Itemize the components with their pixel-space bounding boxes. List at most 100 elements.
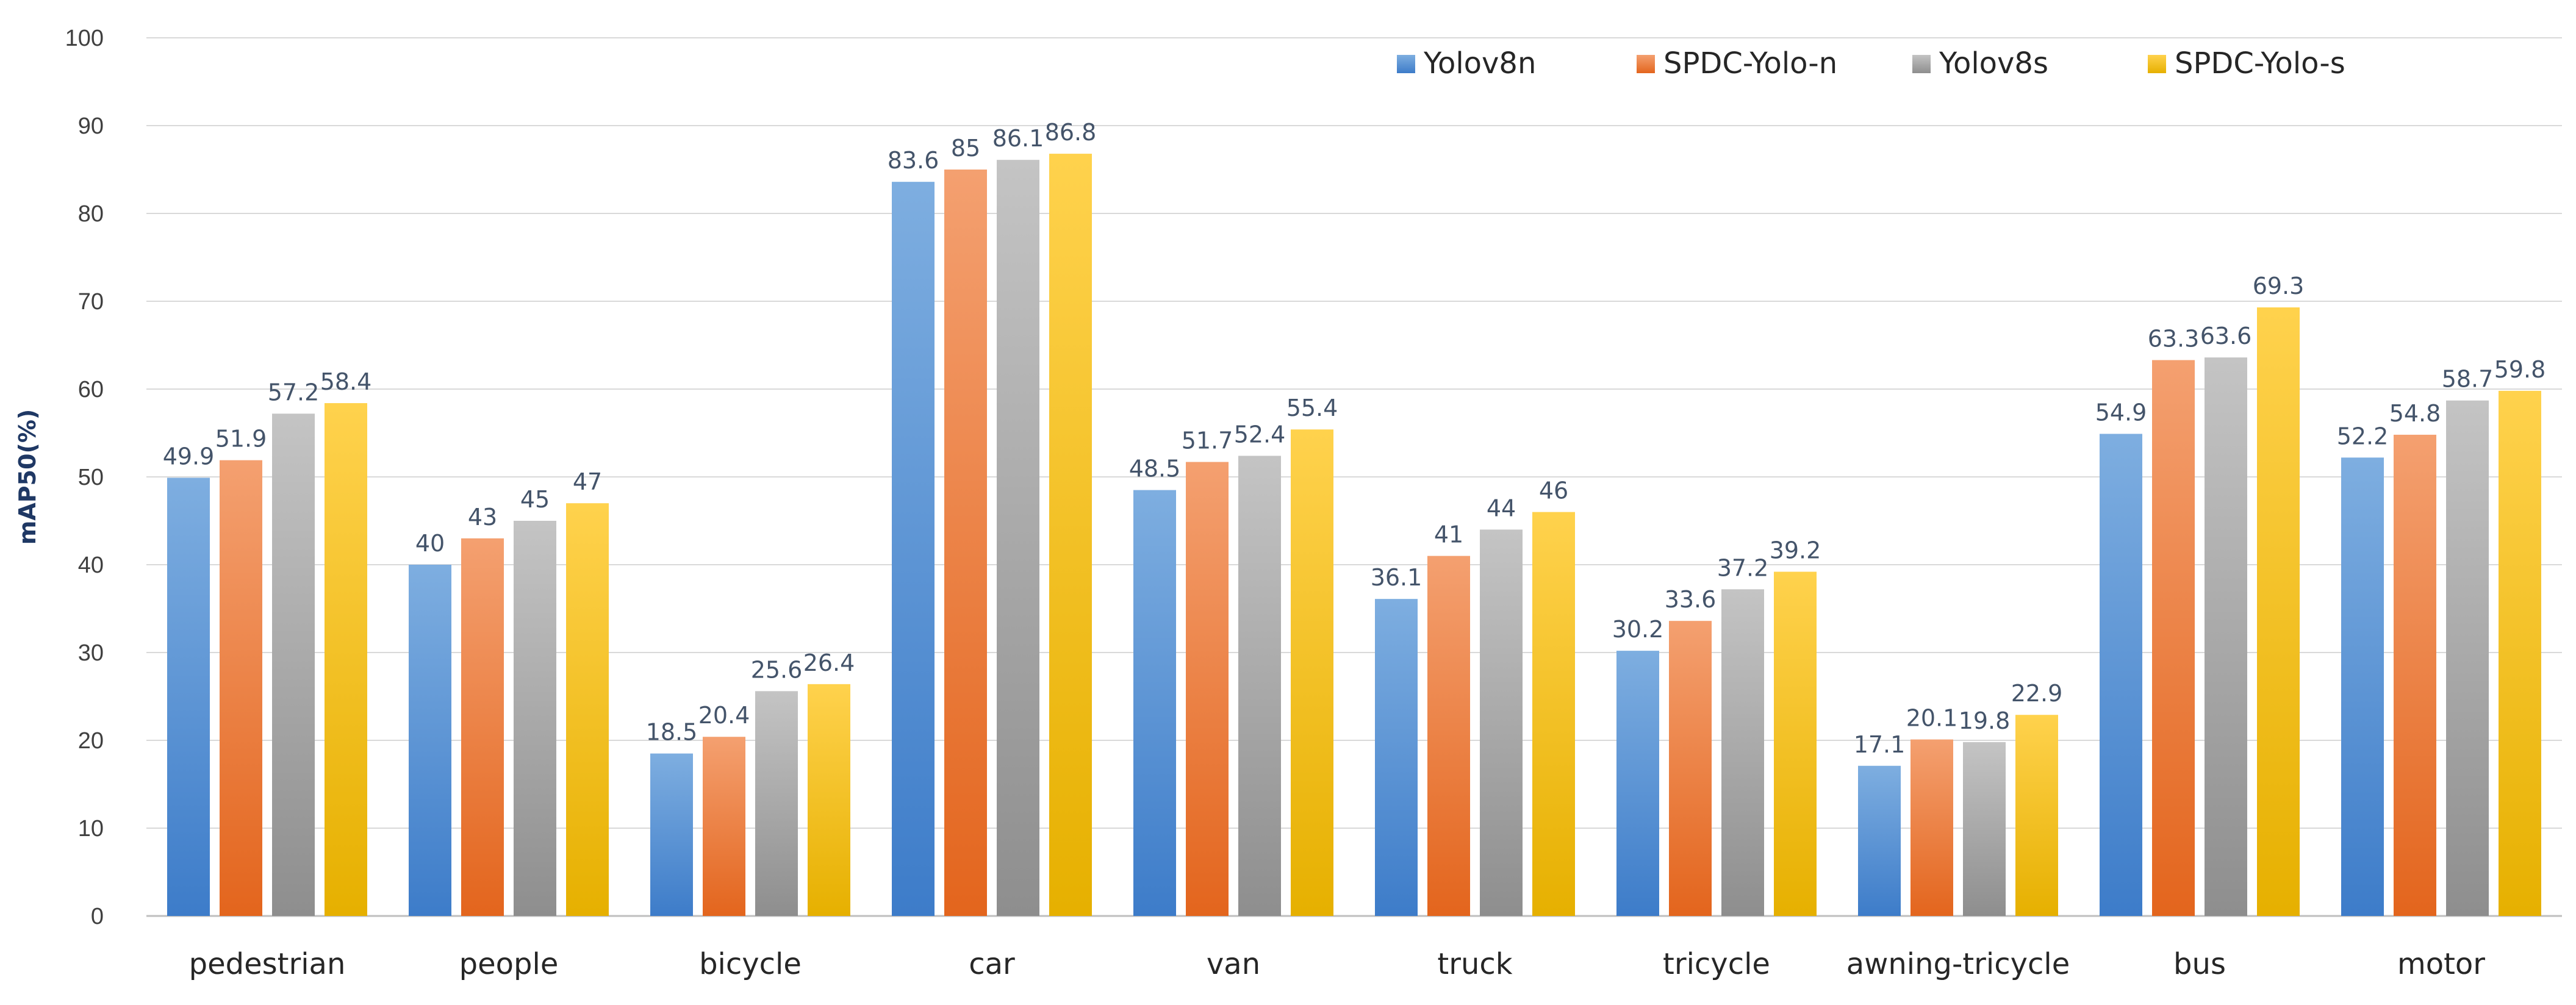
gridlines — [146, 37, 2562, 917]
legend-label: SPDC-Yolo-n — [1663, 46, 1837, 80]
bar-spdc-yolo-n-people — [461, 538, 504, 916]
bar-spdc-yolo-s-bus — [2257, 307, 2300, 917]
data-label: 39.2 — [1770, 537, 1821, 564]
data-label: 59.8 — [2494, 356, 2546, 383]
legend-swatch — [1637, 55, 1655, 73]
data-label: 51.9 — [215, 426, 267, 452]
data-label: 22.9 — [2011, 680, 2063, 707]
bar-yolov8n-van — [1133, 490, 1176, 916]
legend-item: SPDC-Yolo-s — [2148, 46, 2345, 80]
data-label: 54.8 — [2389, 400, 2441, 427]
x-category-label: awning-tricycle — [1846, 947, 2070, 981]
bar-spdc-yolo-s-pedestrian — [325, 403, 367, 916]
bar-spdc-yolo-n-awning-tricycle — [1910, 739, 1953, 916]
data-label: 49.9 — [163, 443, 215, 470]
x-category-label: tricycle — [1663, 947, 1770, 981]
data-label: 52.2 — [2337, 423, 2389, 449]
bar-yolov8n-people — [409, 565, 451, 916]
x-category-label: motor — [2397, 947, 2485, 981]
data-label: 58.7 — [2442, 366, 2494, 393]
data-label: 37.2 — [1717, 554, 1769, 581]
x-category-label: bicycle — [699, 947, 802, 981]
data-label: 25.6 — [751, 656, 803, 683]
data-label: 63.3 — [2148, 325, 2200, 352]
legend: Yolov8n SPDC-Yolo-n Yolov8s SPDC-Yolo-s — [1397, 46, 2345, 80]
bars — [167, 154, 2541, 917]
y-tick-label: 50 — [78, 465, 104, 490]
bar-spdc-yolo-n-car — [944, 170, 987, 916]
bar-yolov8n-awning-tricycle — [1858, 765, 1901, 916]
y-tick-label: 90 — [78, 113, 104, 139]
bar-spdc-yolo-s-car — [1049, 154, 1092, 917]
x-category-label: truck — [1437, 947, 1512, 981]
bar-yolov8s-motor — [2446, 400, 2489, 916]
legend-item: Yolov8s — [1912, 46, 2048, 80]
x-category-label: people — [459, 947, 559, 981]
data-label: 17.1 — [1854, 731, 1906, 758]
data-label: 57.2 — [268, 379, 320, 406]
bar-spdc-yolo-s-bicycle — [808, 684, 850, 916]
data-label: 40 — [415, 530, 445, 557]
data-labels: 49.951.957.2 58.4 40 43 45 47 18.520.425.6 26.4… — [163, 119, 2546, 758]
y-axis-title: mAP50(%) — [14, 409, 41, 545]
bar-yolov8n-motor — [2341, 457, 2384, 916]
bar-spdc-yolo-s-tricycle — [1774, 571, 1817, 916]
bar-spdc-yolo-s-van — [1291, 429, 1333, 916]
legend-swatch — [1912, 55, 1931, 73]
bar-yolov8s-car — [997, 160, 1039, 916]
bar-spdc-yolo-s-awning-tricycle — [2015, 715, 2058, 916]
data-label: 69.3 — [2253, 273, 2305, 299]
y-tick-label: 0 — [91, 904, 104, 929]
bar-spdc-yolo-n-van — [1186, 462, 1229, 916]
bar-yolov8s-truck — [1480, 529, 1523, 916]
y-tick-label: 10 — [78, 816, 104, 842]
bar-yolov8s-people — [514, 521, 556, 916]
data-label: 44 — [1487, 495, 1516, 521]
legend-label: SPDC-Yolo-s — [2175, 46, 2345, 80]
bar-spdc-yolo-n-bicycle — [703, 737, 745, 916]
bar-yolov8n-truck — [1375, 599, 1418, 916]
bar-spdc-yolo-n-motor — [2394, 434, 2436, 916]
data-label: 58.4 — [320, 368, 372, 395]
y-tick-label: 100 — [65, 26, 104, 51]
data-label: 18.5 — [646, 719, 698, 746]
bar-spdc-yolo-s-truck — [1532, 512, 1575, 916]
data-label: 36.1 — [1371, 564, 1423, 591]
data-label: 46 — [1539, 477, 1568, 504]
data-label: 86.1 — [992, 125, 1044, 152]
legend-label: Yolov8n — [1423, 46, 1536, 80]
y-axis-ticks: 0 10 20 30 40 50 60 70 80 90 100 — [65, 26, 104, 929]
x-category-label: bus — [2173, 947, 2226, 981]
data-label: 52.4 — [1234, 421, 1286, 448]
data-label: 45 — [520, 486, 550, 513]
data-label: 43 — [468, 504, 497, 531]
bar-yolov8n-car — [892, 182, 935, 916]
y-tick-label: 80 — [78, 201, 104, 227]
data-label: 51.7 — [1182, 427, 1233, 454]
data-label: 20.1 — [1906, 705, 1958, 732]
data-label: 33.6 — [1665, 586, 1717, 613]
bar-yolov8s-awning-tricycle — [1963, 742, 2006, 916]
bar-spdc-yolo-s-people — [566, 503, 609, 916]
x-category-label: car — [969, 947, 1015, 981]
data-label: 47 — [573, 468, 602, 495]
bar-yolov8s-tricycle — [1721, 589, 1764, 916]
y-tick-label: 60 — [78, 377, 104, 402]
bar-spdc-yolo-n-bus — [2152, 360, 2195, 916]
data-label: 19.8 — [1959, 707, 2011, 734]
x-axis-category-labels: pedestrian people bicycle car van truck tricyc… — [189, 947, 2486, 981]
bar-yolov8s-bus — [2205, 357, 2247, 916]
y-tick-label: 70 — [78, 289, 104, 315]
legend-swatch — [2148, 55, 2166, 73]
bar-spdc-yolo-n-pedestrian — [220, 460, 262, 916]
x-category-label: pedestrian — [189, 947, 346, 981]
bar-yolov8s-bicycle — [755, 691, 798, 916]
y-tick-label: 20 — [78, 728, 104, 754]
bar-spdc-yolo-n-truck — [1427, 556, 1470, 916]
bar-yolov8n-bicycle — [650, 753, 693, 916]
data-label: 85 — [951, 135, 980, 162]
bar-spdc-yolo-s-motor — [2499, 390, 2541, 916]
bar-spdc-yolo-n-tricycle — [1669, 621, 1712, 916]
